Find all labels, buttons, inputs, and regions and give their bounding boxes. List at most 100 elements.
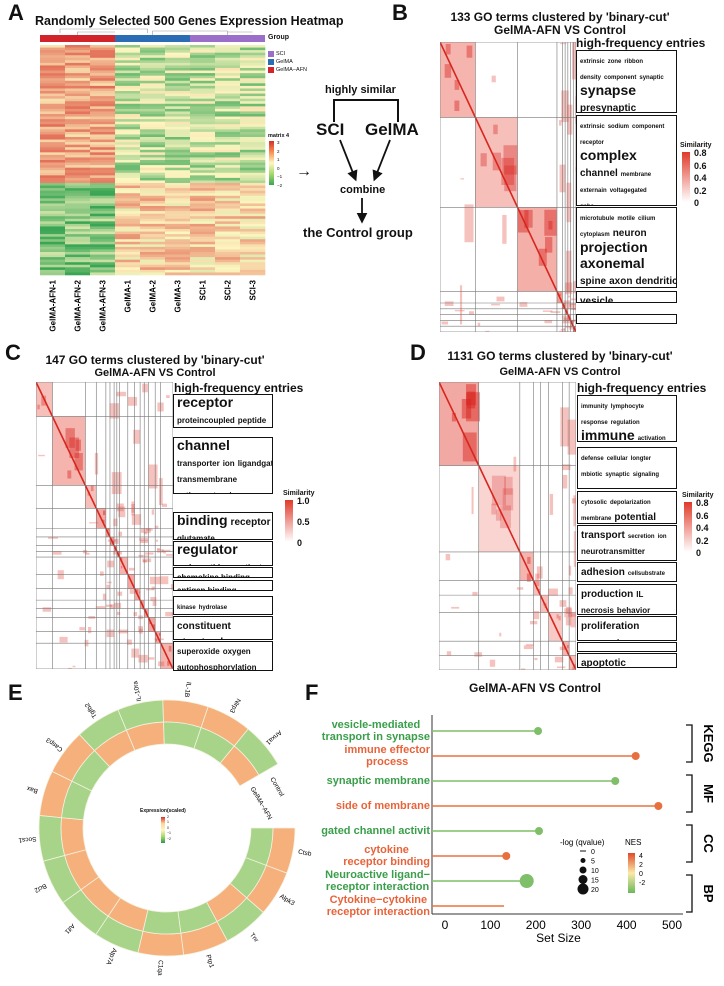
- heatmap-cell: [115, 91, 141, 94]
- heatmap-cell: [140, 239, 166, 243]
- heatmap-cell: [90, 80, 116, 84]
- similarity-patch: [451, 412, 456, 422]
- heatmap-cell: [115, 85, 141, 89]
- heatmap-cell: [190, 162, 216, 166]
- heatmap-cell: [215, 180, 241, 184]
- heatmap-cell: [165, 167, 191, 171]
- off-block-patch: [521, 668, 526, 670]
- word-line: glutamate: [177, 529, 269, 540]
- off-block-patch: [113, 518, 118, 527]
- heatmap-cell: [240, 78, 266, 82]
- heatmap-cell: [65, 60, 91, 64]
- word-cloud-box: chemokine binding: [173, 567, 273, 578]
- heatmap-cell: [90, 165, 116, 168]
- heatmap-cell: [140, 83, 166, 87]
- heatmap-cell: [40, 162, 66, 166]
- nes-tick: 2: [639, 862, 643, 869]
- off-block-patch: [570, 613, 576, 628]
- off-block-patch: [141, 555, 150, 557]
- heatmap-cell: [240, 183, 266, 186]
- heatmap-cell: [65, 154, 91, 158]
- heatmap-cell: [65, 236, 91, 240]
- off-block-patch: [523, 645, 533, 650]
- heatmap-cell: [40, 254, 66, 258]
- heatmap-cell: [40, 47, 66, 51]
- colorbar-tick: 2: [277, 148, 280, 154]
- heatmap-cell: [240, 131, 266, 135]
- heatmap-cell: [215, 172, 241, 176]
- heatmap-cell: [240, 121, 266, 125]
- heatmap-cell: [40, 272, 66, 276]
- heatmap-cell: [215, 52, 241, 56]
- heatmap-cell: [215, 68, 241, 71]
- off-block-patch: [79, 627, 85, 631]
- heatmap-cell: [65, 193, 91, 197]
- keyword: transport: [581, 530, 625, 541]
- heatmap-cell: [240, 267, 266, 271]
- heatmap-cell: [240, 226, 266, 230]
- heatmap-cell: [140, 93, 166, 97]
- keyword: cellular: [606, 456, 628, 462]
- heatmap-cell: [165, 172, 191, 176]
- heatmap-cell: [90, 160, 116, 163]
- off-block-patch: [149, 576, 160, 585]
- heatmap-cell: [215, 70, 241, 74]
- heatmap-cell: [215, 193, 241, 197]
- heatmap-cell: [190, 167, 216, 171]
- heatmap-cell: [115, 139, 141, 143]
- similarity-patch: [466, 45, 473, 58]
- similarity-patch: [566, 313, 567, 315]
- heatmap-cell: [165, 149, 191, 153]
- gene-label: Tnr: [248, 932, 260, 945]
- heatmap-cell: [115, 101, 141, 105]
- heatmap-cell: [40, 147, 66, 151]
- heatmap-cell: [240, 57, 266, 61]
- heatmap-cell: [40, 65, 66, 69]
- heatmap-cell: [65, 62, 91, 66]
- heatmap-cell: [40, 193, 66, 197]
- heatmap-cell: [40, 165, 66, 168]
- gene-label: Nlrp3: [228, 697, 242, 714]
- off-block-patch: [534, 657, 538, 661]
- expression-tick: 0: [167, 825, 169, 830]
- similarity-patch: [167, 660, 170, 666]
- lollipop-point: [534, 727, 543, 735]
- keyword: depolarization: [610, 500, 651, 506]
- heatmap-cell: [165, 119, 191, 122]
- keyword: axon: [609, 276, 633, 287]
- heatmap-cell: [190, 203, 216, 207]
- heatmap-cell: [165, 257, 191, 260]
- off-block-patch: [138, 628, 143, 634]
- off-block-patch: [571, 498, 576, 504]
- similarity-patch: [136, 589, 138, 592]
- heatmap-cell: [215, 119, 241, 122]
- heatmap-cell: [140, 257, 166, 260]
- heatmap-cell: [40, 241, 66, 245]
- similarity-patch: [567, 644, 569, 649]
- keyword: mononuclear: [581, 638, 631, 641]
- word-line: kinase hydrolase: [177, 597, 269, 613]
- heatmap-cell: [90, 157, 116, 161]
- heatmap-cell: [65, 206, 91, 209]
- heatmap-cell: [190, 226, 216, 230]
- gene-label: Anxa1: [264, 729, 283, 747]
- heatmap-cell: [115, 218, 141, 222]
- heatmap-cell: [215, 57, 241, 61]
- heatmap-cell: [65, 195, 91, 199]
- similarity-patch: [121, 566, 123, 569]
- heatmap-cell: [65, 139, 91, 143]
- keyword: transporter: [177, 459, 220, 468]
- panel-label-f: F: [305, 680, 319, 705]
- word-line: presynaptic: [580, 99, 673, 113]
- similarity-colorbar: [684, 502, 692, 552]
- heatmap-cell: [215, 175, 241, 179]
- heatmap-cell: [215, 213, 241, 217]
- heatmap-cell: [165, 60, 191, 64]
- off-block-patch: [109, 604, 114, 609]
- keyword: ion: [657, 534, 667, 540]
- heatmap-cell: [240, 162, 266, 166]
- heatmap-cell: [165, 180, 191, 184]
- similarity-patch: [538, 248, 547, 266]
- off-block-patch: [535, 573, 540, 586]
- legend-label: GelMA−AFN: [276, 67, 308, 73]
